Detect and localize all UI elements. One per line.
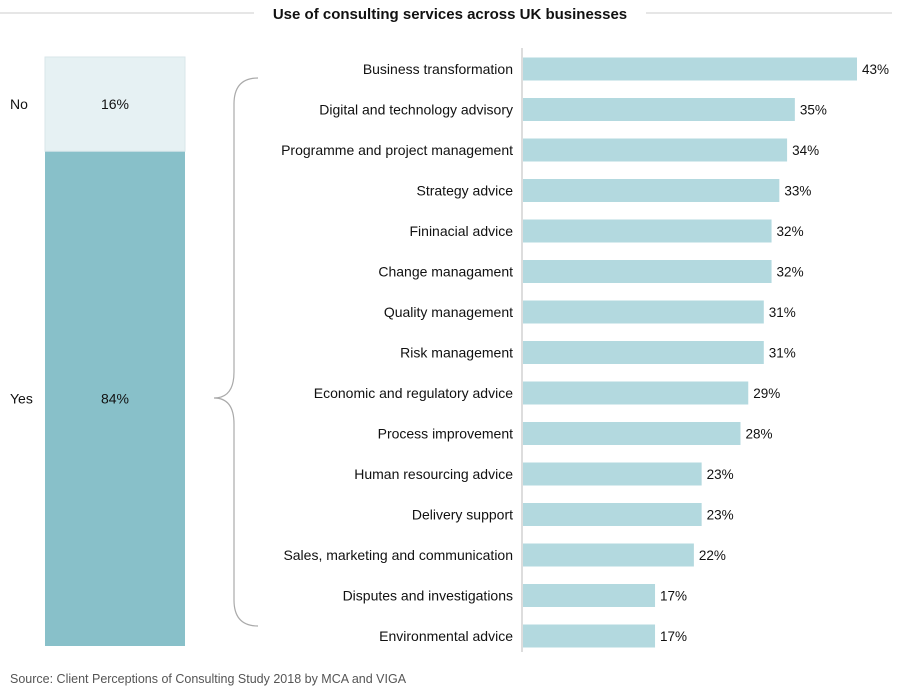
bar-value-label: 22% [699, 548, 726, 563]
hbar-chart: Business transformation 43% Digital and te… [281, 48, 889, 652]
bar-6 [523, 300, 764, 324]
bar-category-label: Digital and technology advisory [319, 102, 513, 118]
bar-value-label: 28% [745, 427, 772, 442]
bar-12 [523, 543, 694, 567]
bar-4 [523, 219, 772, 243]
bar-value-label: 35% [800, 103, 827, 118]
bar-category-label: Environmental advice [379, 628, 513, 644]
bar-category-label: Delivery support [412, 507, 513, 523]
bar-value-label: 34% [792, 143, 819, 158]
bar-14 [523, 624, 656, 648]
bar-0 [523, 57, 857, 81]
bar-category-label: Risk management [400, 345, 513, 361]
bar-10 [523, 462, 702, 486]
bar-1 [523, 98, 795, 121]
stack-value-no: 16% [101, 96, 129, 112]
bar-value-label: 32% [777, 265, 804, 280]
source-note: Source: Client Perceptions of Consulting… [10, 672, 407, 686]
bar-value-label: 31% [769, 346, 796, 361]
bar-7 [523, 341, 764, 364]
stack-category-yes: Yes [10, 391, 33, 407]
curly-brace [213, 77, 259, 627]
bar-category-label: Economic and regulatory advice [314, 385, 513, 401]
bar-value-label: 32% [777, 224, 804, 239]
bar-value-label: 43% [862, 62, 889, 77]
bar-11 [523, 503, 702, 526]
bar-9 [523, 422, 741, 445]
stack-segment-no [44, 56, 186, 152]
bar-value-label: 17% [660, 589, 687, 604]
bar-value-label: 17% [660, 629, 687, 644]
bar-category-label: Programme and project management [281, 142, 513, 158]
bar-category-label: Human resourcing advice [354, 466, 513, 482]
bar-category-label: Quality management [384, 304, 513, 320]
stack-category-no: No [10, 96, 28, 112]
bar-value-label: 33% [784, 184, 811, 199]
bar-13 [523, 584, 656, 607]
bar-category-label: Sales, marketing and communication [283, 547, 513, 563]
stack-value-yes: 84% [101, 391, 129, 407]
chart-title: Use of consulting services across UK bus… [273, 6, 627, 23]
bar-category-label: Business transformation [363, 61, 513, 77]
bar-8 [523, 381, 749, 405]
bar-2 [523, 138, 788, 162]
bar-category-label: Strategy advice [417, 183, 514, 199]
bar-category-label: Fininacial advice [410, 223, 514, 239]
bar-value-label: 23% [707, 508, 734, 523]
stack-segment-yes [45, 151, 185, 647]
bar-category-label: Disputes and investigations [343, 588, 513, 604]
bar-3 [523, 179, 780, 202]
stack-chart: 84% Yes 16% No [10, 56, 186, 647]
bar-category-label: Process improvement [378, 426, 513, 442]
bar-value-label: 29% [753, 386, 780, 401]
bar-5 [523, 260, 772, 283]
bar-value-label: 23% [707, 467, 734, 482]
bar-value-label: 31% [769, 305, 796, 320]
bar-category-label: Change managament [378, 264, 513, 280]
